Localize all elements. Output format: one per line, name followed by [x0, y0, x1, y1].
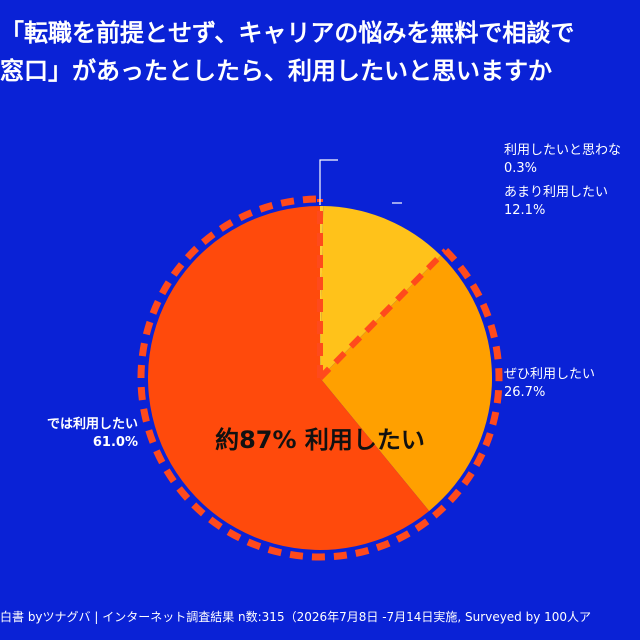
- leader-line-0: [319, 159, 338, 205]
- slice-value-3: 61.0%: [93, 435, 138, 450]
- slice-value-1: 12.1%: [504, 203, 545, 218]
- slice-label-0: 利用したいと思わな: [504, 143, 621, 158]
- highlight-outline-edge: [317, 248, 448, 381]
- slice-label-1: あまり利用したい: [504, 185, 608, 200]
- slice-value-2: 26.7%: [504, 385, 545, 400]
- pie-slice-2: [320, 255, 492, 511]
- pie-slice-3: [147, 206, 430, 550]
- highlight-label: 約87% 利用したい: [215, 426, 425, 454]
- footer-note: 白書 byツナグバ | インターネット調査結果 n数:315（2026年7月8日…: [0, 610, 592, 624]
- slice-label-2: ぜひ利用したい: [504, 367, 595, 382]
- chart-title-line: 「転職を前提とせず、キャリアの悩みを無料で相談で: [0, 19, 575, 47]
- slice-label-3: では利用したい: [47, 416, 138, 432]
- highlight-outline-arc: [137, 195, 503, 561]
- slice-value-0: 0.3%: [504, 161, 537, 176]
- pie-slice-0: [320, 206, 324, 378]
- chart-title-line: 窓口」があったとしたら、利用したいと思いますか: [0, 57, 552, 85]
- chart-title: 「転職を前提とせず、キャリアの悩みを無料で相談で 窓口」があったとしたら、利用し…: [0, 14, 640, 90]
- pie-slice-1: [320, 206, 441, 378]
